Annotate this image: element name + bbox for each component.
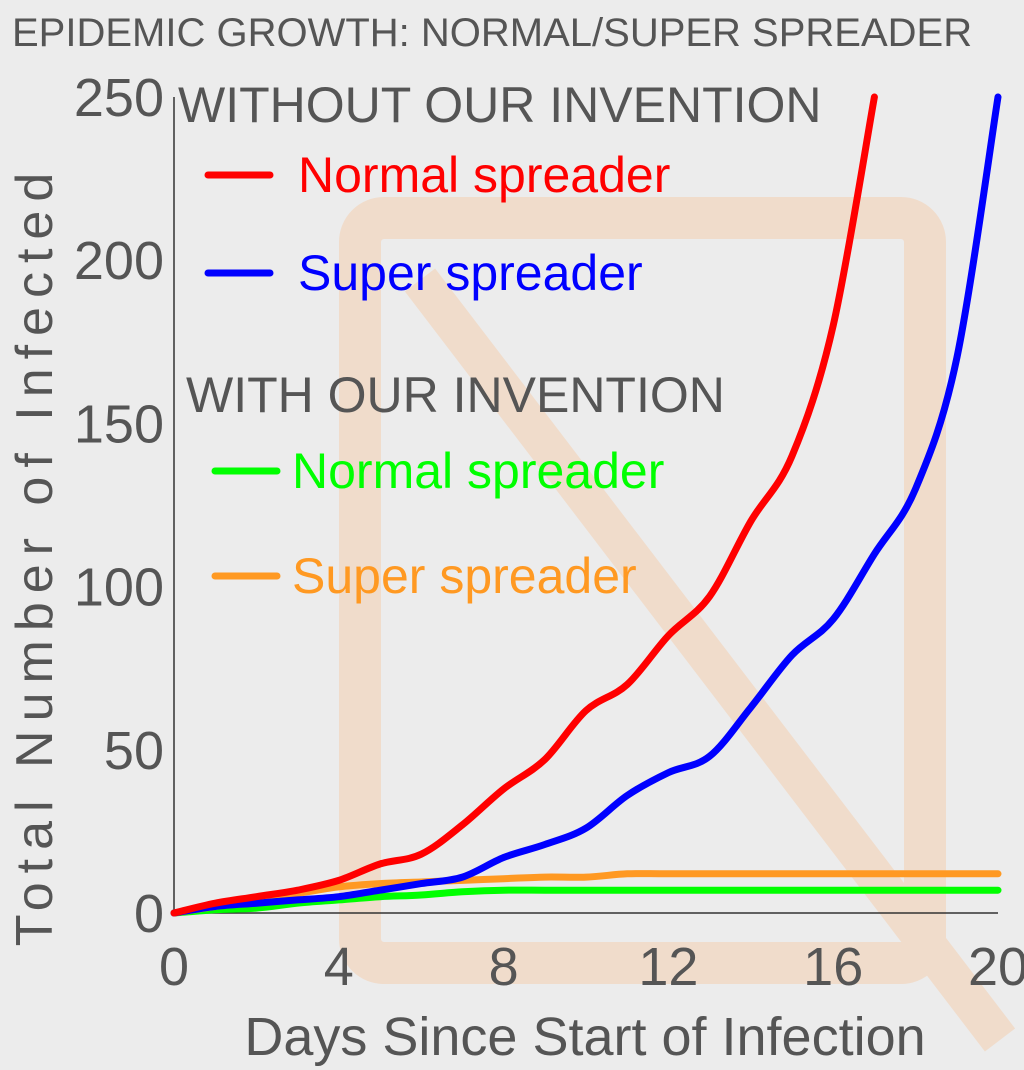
chart-title: EPIDEMIC GROWTH: NORMAL/SUPER SPREADER xyxy=(12,11,972,55)
x-tick-label: 0 xyxy=(159,937,189,997)
legend: WITHOUT OUR INVENTION Normal spreader Supe… xyxy=(178,77,822,604)
y-axis-label: Total Number of Infected xyxy=(6,164,64,947)
series-line-normal-with xyxy=(170,886,1002,917)
axes xyxy=(173,97,998,914)
y-tick-label: 250 xyxy=(74,68,164,128)
y-tick-label: 200 xyxy=(74,231,164,291)
y-tick-label: 50 xyxy=(104,721,164,781)
x-tick-label: 16 xyxy=(803,937,863,997)
series-lines xyxy=(170,93,1002,917)
legend-entry-label: Super spreader xyxy=(298,245,643,301)
legend-entry-label: Normal spreader xyxy=(292,443,664,499)
series-line-normal-without xyxy=(170,93,878,917)
x-tick-label: 4 xyxy=(324,937,354,997)
y-tick-label: 150 xyxy=(74,394,164,454)
legend-group-heading: WITHOUT OUR INVENTION xyxy=(178,77,822,133)
legend-entry-label: Normal spreader xyxy=(298,147,670,203)
x-tick-label: 8 xyxy=(489,937,519,997)
x-tick-label: 12 xyxy=(638,937,698,997)
x-axis-label: Days Since Start of Infection xyxy=(244,1007,925,1067)
x-tick-label: 20 xyxy=(968,937,1024,997)
legend-group-heading: WITH OUR INVENTION xyxy=(186,367,725,423)
legend-entry-label: Super spreader xyxy=(292,548,637,604)
y-tick-label: 100 xyxy=(74,558,164,618)
y-tick-label: 0 xyxy=(134,884,164,944)
series-line-super-without xyxy=(170,93,1002,917)
